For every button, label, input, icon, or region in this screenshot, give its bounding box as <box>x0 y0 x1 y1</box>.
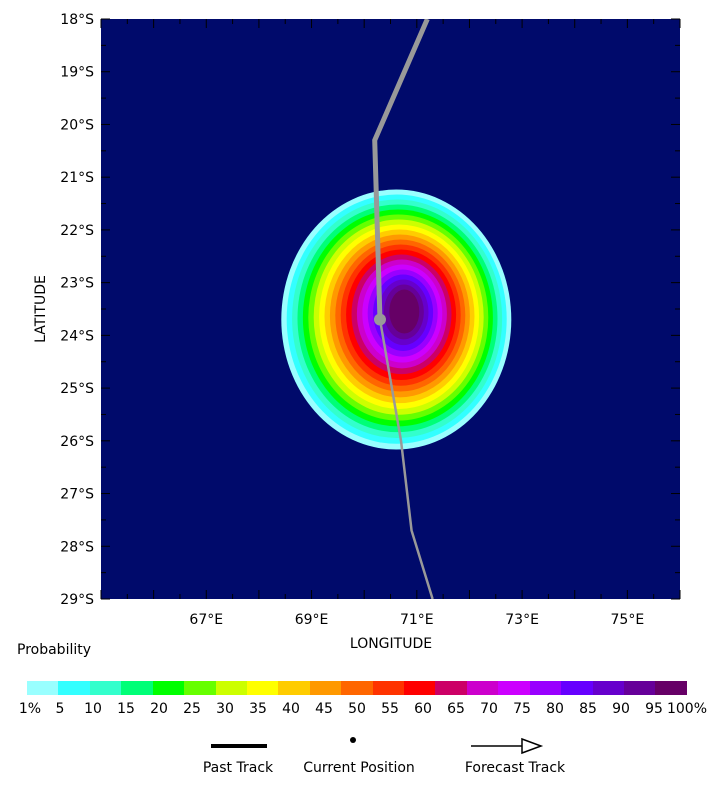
lon-tick-label: 71°E <box>400 612 434 628</box>
lat-tick-label: 19°S <box>60 65 94 81</box>
past-track-line <box>372 19 430 320</box>
x-axis-title: LONGITUDE <box>350 636 432 652</box>
colorbar-cell <box>121 681 153 695</box>
probability-contour <box>389 289 420 334</box>
colorbar-cell <box>529 681 562 695</box>
colorbar-tick-label: 85 <box>579 701 597 717</box>
colorbar-tick-label: 90 <box>612 701 630 717</box>
colorbar-cell <box>184 681 216 695</box>
colorbar-cell <box>152 681 185 695</box>
colorbar-cell <box>624 681 656 695</box>
colorbar-tick-label: 10 <box>84 701 102 717</box>
lat-tick-label: 25°S <box>60 381 94 397</box>
colorbar-cell <box>89 681 122 695</box>
colorbar-tick-label: 95 <box>645 701 663 717</box>
y-axis-title: LATITUDE <box>33 275 49 343</box>
colorbar-tick-label: 40 <box>282 701 300 717</box>
lat-tick-label: 22°S <box>60 223 94 239</box>
lat-tick-label: 23°S <box>60 276 94 292</box>
colorbar-cell <box>466 681 499 695</box>
longitude-tick-labels: 67°E 69°E 71°E 73°E 75°E <box>189 612 644 628</box>
colorbar-tick-label: 60 <box>414 701 432 717</box>
colorbar-cell <box>58 681 90 695</box>
colorbar-tick-label: 45 <box>315 701 333 717</box>
lat-tick-label: 26°S <box>60 434 94 450</box>
colorbar-tick-label: 100% <box>666 701 708 717</box>
storm-tracks <box>372 19 434 599</box>
colorbar-tick-label: 75 <box>513 701 531 717</box>
colorbar-tick-label: 30 <box>216 701 234 717</box>
lat-tick-label: 28°S <box>60 539 94 555</box>
colorbar-cell <box>246 681 279 695</box>
lat-tick-label: 24°S <box>60 328 94 344</box>
colorbar-tick-label: 50 <box>348 701 366 717</box>
colorbar-cell <box>215 681 247 695</box>
lat-tick-label: 18°S <box>60 12 94 28</box>
colorbar-tick-label: 5 <box>55 701 65 717</box>
colorbar-cell <box>655 681 687 695</box>
lat-tick-label: 27°S <box>60 487 94 503</box>
colorbar-title: Probability <box>17 642 92 658</box>
current-position-legend-icon <box>350 737 356 743</box>
colorbar-cell <box>278 681 310 695</box>
lon-tick-label: 69°E <box>295 612 329 628</box>
colorbar-tick-label: 20 <box>150 701 168 717</box>
colorbar-tick-label: 15 <box>117 701 135 717</box>
colorbar-cell <box>372 681 405 695</box>
colorbar-cell <box>498 681 530 695</box>
colorbar-cell <box>435 681 467 695</box>
lon-tick-label: 67°E <box>189 612 223 628</box>
current-position-legend-label: Current Position <box>303 760 415 776</box>
colorbar-cell <box>404 681 436 695</box>
probability-field <box>281 189 512 450</box>
axis-ticks <box>100 18 681 600</box>
colorbar-tick-label: 55 <box>381 701 399 717</box>
lat-tick-label: 20°S <box>60 117 94 133</box>
colorbar-tick-label: 70 <box>480 701 498 717</box>
past-track-legend-label: Past Track <box>202 760 274 776</box>
colorbar-cell <box>27 681 59 695</box>
forecast-track-line <box>378 319 434 599</box>
forecast-track-legend-icon <box>471 737 544 755</box>
current-position-marker <box>373 313 386 326</box>
latitude-tick-labels: 18°S 19°S 20°S 21°S 22°S 23°S 24°S 25°S 26°S 27°S… <box>60 12 94 608</box>
colorbar-cell <box>341 681 373 695</box>
colorbar-tick-label: 1% <box>18 701 42 717</box>
lon-tick-label: 73°E <box>505 612 539 628</box>
colorbar-tick-label: 80 <box>546 701 564 717</box>
colorbar-cell <box>309 681 342 695</box>
forecast-track-legend-label: Forecast Track <box>464 760 566 776</box>
colorbar-tick-label: 65 <box>447 701 465 717</box>
colorbar-tick-label: 25 <box>183 701 201 717</box>
lon-tick-label: 75°E <box>611 612 645 628</box>
lat-tick-label: 21°S <box>60 170 94 186</box>
colorbar-cell <box>592 681 625 695</box>
lat-tick-label: 29°S <box>60 592 94 608</box>
colorbar-cell <box>561 681 593 695</box>
colorbar-tick-label: 35 <box>249 701 267 717</box>
probability-colorbar <box>27 681 687 695</box>
